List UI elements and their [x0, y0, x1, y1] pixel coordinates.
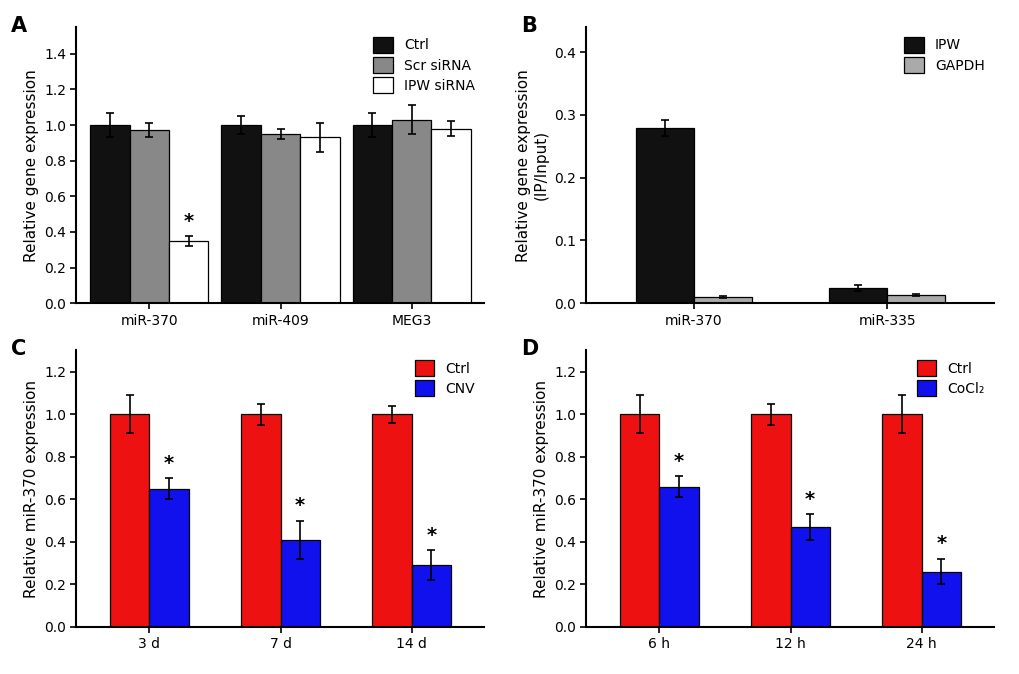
Legend: Ctrl, CoCl₂: Ctrl, CoCl₂: [913, 357, 986, 399]
Legend: Ctrl, CNV: Ctrl, CNV: [412, 357, 477, 399]
Bar: [431, 129, 470, 303]
Text: B: B: [521, 16, 537, 36]
Bar: [221, 125, 261, 303]
Bar: [881, 415, 921, 627]
Text: C: C: [11, 340, 26, 359]
Text: *: *: [294, 496, 305, 515]
Text: *: *: [935, 534, 946, 553]
Bar: [261, 134, 300, 303]
Bar: [790, 527, 829, 627]
Y-axis label: Relative miR-370 expression: Relative miR-370 expression: [23, 379, 39, 598]
Bar: [887, 295, 945, 303]
Bar: [129, 130, 169, 303]
Bar: [372, 415, 412, 627]
Text: *: *: [674, 452, 684, 470]
Bar: [240, 415, 280, 627]
Bar: [91, 125, 129, 303]
Bar: [693, 297, 751, 303]
Bar: [620, 415, 658, 627]
Bar: [169, 241, 208, 303]
Bar: [635, 128, 693, 303]
Y-axis label: Relative gene expression
(IP/Input): Relative gene expression (IP/Input): [516, 69, 548, 262]
Y-axis label: Relative gene expression: Relative gene expression: [23, 69, 39, 262]
Text: *: *: [183, 212, 194, 231]
Bar: [300, 137, 339, 303]
Bar: [658, 487, 698, 627]
Bar: [828, 288, 887, 303]
Bar: [412, 565, 450, 627]
Bar: [391, 120, 431, 303]
Bar: [353, 125, 391, 303]
Legend: IPW, GAPDH: IPW, GAPDH: [901, 34, 986, 75]
Text: D: D: [521, 340, 538, 359]
Y-axis label: Relative miR-370 expression: Relative miR-370 expression: [533, 379, 548, 598]
Text: A: A: [11, 16, 28, 36]
Bar: [921, 572, 960, 627]
Bar: [110, 415, 149, 627]
Legend: Ctrl, Scr siRNA, IPW siRNA: Ctrl, Scr siRNA, IPW siRNA: [370, 34, 477, 96]
Text: *: *: [804, 490, 814, 509]
Bar: [280, 540, 320, 627]
Bar: [750, 415, 790, 627]
Text: *: *: [426, 526, 436, 545]
Bar: [149, 489, 189, 627]
Text: *: *: [164, 454, 174, 472]
